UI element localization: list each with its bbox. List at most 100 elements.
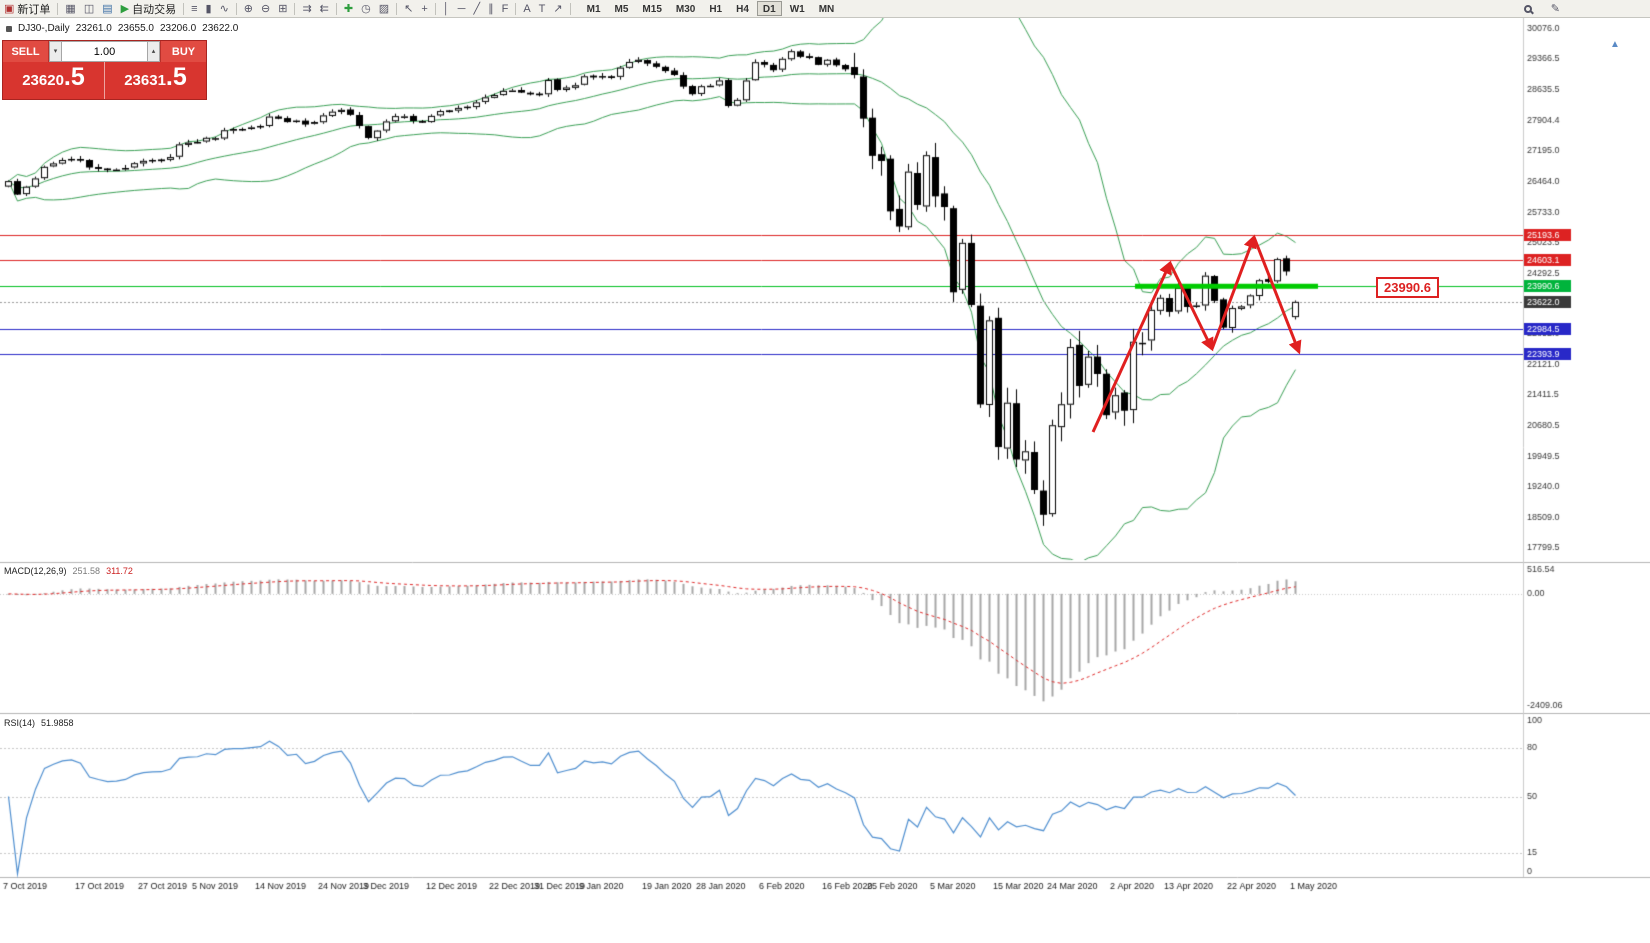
trade-panel-controls: SELL ▾ ▴ BUY: [3, 41, 206, 62]
profiles-icon: ◫: [83, 2, 95, 15]
symbol-period: DJ30-,Daily: [18, 23, 70, 34]
volume-input[interactable]: [62, 41, 147, 62]
equidistant-channel-icon: ∥: [488, 2, 494, 15]
indicators-button[interactable]: ✚: [340, 0, 357, 17]
macd-label: MACD(12,26,9): [4, 566, 67, 576]
timeframe-M1[interactable]: M1: [586, 4, 601, 15]
trendline-button[interactable]: ╱: [469, 0, 484, 17]
market-watch-button[interactable]: ▤: [98, 0, 116, 17]
timeframe-H1[interactable]: H1: [709, 4, 723, 15]
timeframe-MN[interactable]: MN: [818, 4, 835, 15]
toolbar-separator: [569, 2, 571, 15]
toolbar-separator: [515, 2, 517, 15]
bar-chart-type-icon: ≡: [191, 2, 198, 15]
symbol-icon: [6, 25, 12, 32]
timeframe-M15[interactable]: M15: [642, 4, 662, 15]
timeframe-D1[interactable]: D1: [756, 1, 782, 16]
ohlc-open: 23261.0: [75, 23, 112, 34]
arrows-button[interactable]: ↗: [549, 0, 566, 17]
toolbar: ▣ 新订单 ▦ ◫ ▤ ▶ 自动交易 ≡ ▮ ∿ ⊕ ⊖ ⊞ ⇉ ⇇ ✚ ◷ ▨ ↖ + │ ─ ╱ ∥ F A T ↗ M1 M5 M1…: [0, 0, 1650, 18]
toolbar-separator: [434, 2, 436, 15]
buy-price-pips: .5: [165, 63, 187, 91]
auto-scroll-button[interactable]: ⇉: [298, 0, 315, 17]
templates-button[interactable]: ▨: [375, 0, 393, 17]
tile-windows-button[interactable]: ⊞: [274, 0, 291, 17]
ohlc-low: 23206.0: [160, 23, 197, 34]
zoom-out-icon: ⊖: [261, 2, 271, 15]
trade-panel-prices: 23620.5 23631.5: [3, 62, 206, 99]
volume-up-button[interactable]: ▴: [147, 41, 160, 62]
auto-scroll-icon: ⇉: [302, 2, 312, 15]
new-order-label: 新订单: [17, 3, 51, 16]
sell-price-main: 23620: [22, 72, 64, 89]
vertical-line-icon: │: [442, 2, 450, 15]
templates-icon: ▨: [378, 2, 390, 15]
volume-down-button[interactable]: ▾: [49, 41, 62, 62]
autotrading-button[interactable]: ▶ 自动交易: [117, 0, 180, 17]
periods-button[interactable]: ◷: [357, 0, 375, 17]
fibonacci-icon: F: [501, 2, 509, 15]
line-chart-type-button[interactable]: ∿: [216, 0, 233, 17]
chart-window-button[interactable]: ▦: [61, 0, 79, 17]
toolbar-left: ▣ 新订单 ▦ ◫ ▤ ▶ 自动交易 ≡ ▮ ∿ ⊕ ⊖ ⊞ ⇉ ⇇ ✚ ◷ ▨ ↖ + │ ─ ╱ ∥ F A T ↗: [0, 0, 574, 17]
candle-chart-type-button[interactable]: ▮: [202, 0, 216, 17]
zoom-in-icon: ⊕: [243, 2, 254, 15]
market-watch-icon: ▤: [102, 2, 113, 15]
fibonacci-button[interactable]: F: [498, 0, 513, 17]
zoom-in-button[interactable]: ⊕: [240, 0, 257, 17]
macd-value-main: 251.58: [72, 566, 101, 576]
toolbar-separator: [294, 2, 296, 15]
text-label-icon: T: [538, 2, 546, 15]
arrows-icon: ↗: [553, 2, 563, 15]
chart-ohlc-header: DJ30-,Daily 23261.0 23655.0 23206.0 2362…: [6, 23, 238, 34]
zoom-out-button[interactable]: ⊖: [257, 0, 274, 17]
autotrading-label: 自动交易: [132, 3, 177, 16]
indicators-icon: ✚: [343, 2, 354, 15]
buy-price-main: 23631: [124, 72, 166, 89]
toolbar-separator: [57, 2, 59, 15]
buy-price[interactable]: 23631.5: [104, 62, 206, 99]
rsi-header: RSI(14) 51.9858: [4, 718, 74, 728]
bar-chart-type-button[interactable]: ≡: [187, 0, 201, 17]
ohlc-high: 23655.0: [117, 23, 154, 34]
crosshair-button[interactable]: +: [417, 0, 431, 17]
sell-button[interactable]: SELL: [3, 41, 49, 62]
ohlc-close: 23622.0: [202, 23, 239, 34]
horizontal-line-button[interactable]: ─: [454, 0, 470, 17]
search-button[interactable]: [1519, 4, 1539, 14]
new-order-button[interactable]: ▣ 新订单: [0, 0, 54, 17]
cursor-button[interactable]: ↖: [400, 0, 417, 17]
toolbar-separator: [335, 2, 337, 15]
sell-price-pips: .5: [63, 63, 85, 91]
trade-panel: SELL ▾ ▴ BUY 23620.5 23631.5: [2, 40, 207, 100]
buy-button[interactable]: BUY: [160, 41, 206, 62]
text-label-button[interactable]: T: [535, 0, 550, 17]
rsi-label: RSI(14): [4, 718, 36, 728]
text-icon: A: [523, 2, 531, 15]
edit-button[interactable]: ✎: [1547, 1, 1564, 17]
chart-shift-icon: ⇇: [319, 2, 329, 15]
macd-header: MACD(12,26,9) 251.58 311.72: [4, 566, 133, 576]
toolbar-right: ✎: [1519, 1, 1650, 17]
tile-windows-icon: ⊞: [278, 2, 288, 15]
vertical-line-button[interactable]: │: [439, 0, 454, 17]
price-chart[interactable]: [0, 18, 1650, 943]
profiles-button[interactable]: ◫: [80, 0, 98, 17]
toolbar-separator: [235, 2, 237, 15]
panel-toggle-icon[interactable]: ▲: [1610, 39, 1620, 50]
timeframe-H4[interactable]: H4: [736, 4, 749, 15]
line-chart-type-icon: ∿: [219, 2, 229, 15]
timeframe-W1[interactable]: W1: [789, 4, 805, 15]
toolbar-separator: [396, 2, 398, 15]
sell-price[interactable]: 23620.5: [3, 62, 104, 99]
timeframe-M5[interactable]: M5: [614, 4, 629, 15]
equidistant-channel-button[interactable]: ∥: [484, 0, 498, 17]
timeframe-M30[interactable]: M30: [675, 4, 696, 15]
new-order-icon: ▣: [4, 2, 15, 15]
macd-value-signal: 311.72: [106, 566, 133, 576]
search-icon: [1523, 4, 1532, 13]
chart-shift-button[interactable]: ⇇: [316, 0, 333, 17]
chart-window-icon: ▦: [65, 2, 76, 15]
text-button[interactable]: A: [519, 0, 534, 17]
